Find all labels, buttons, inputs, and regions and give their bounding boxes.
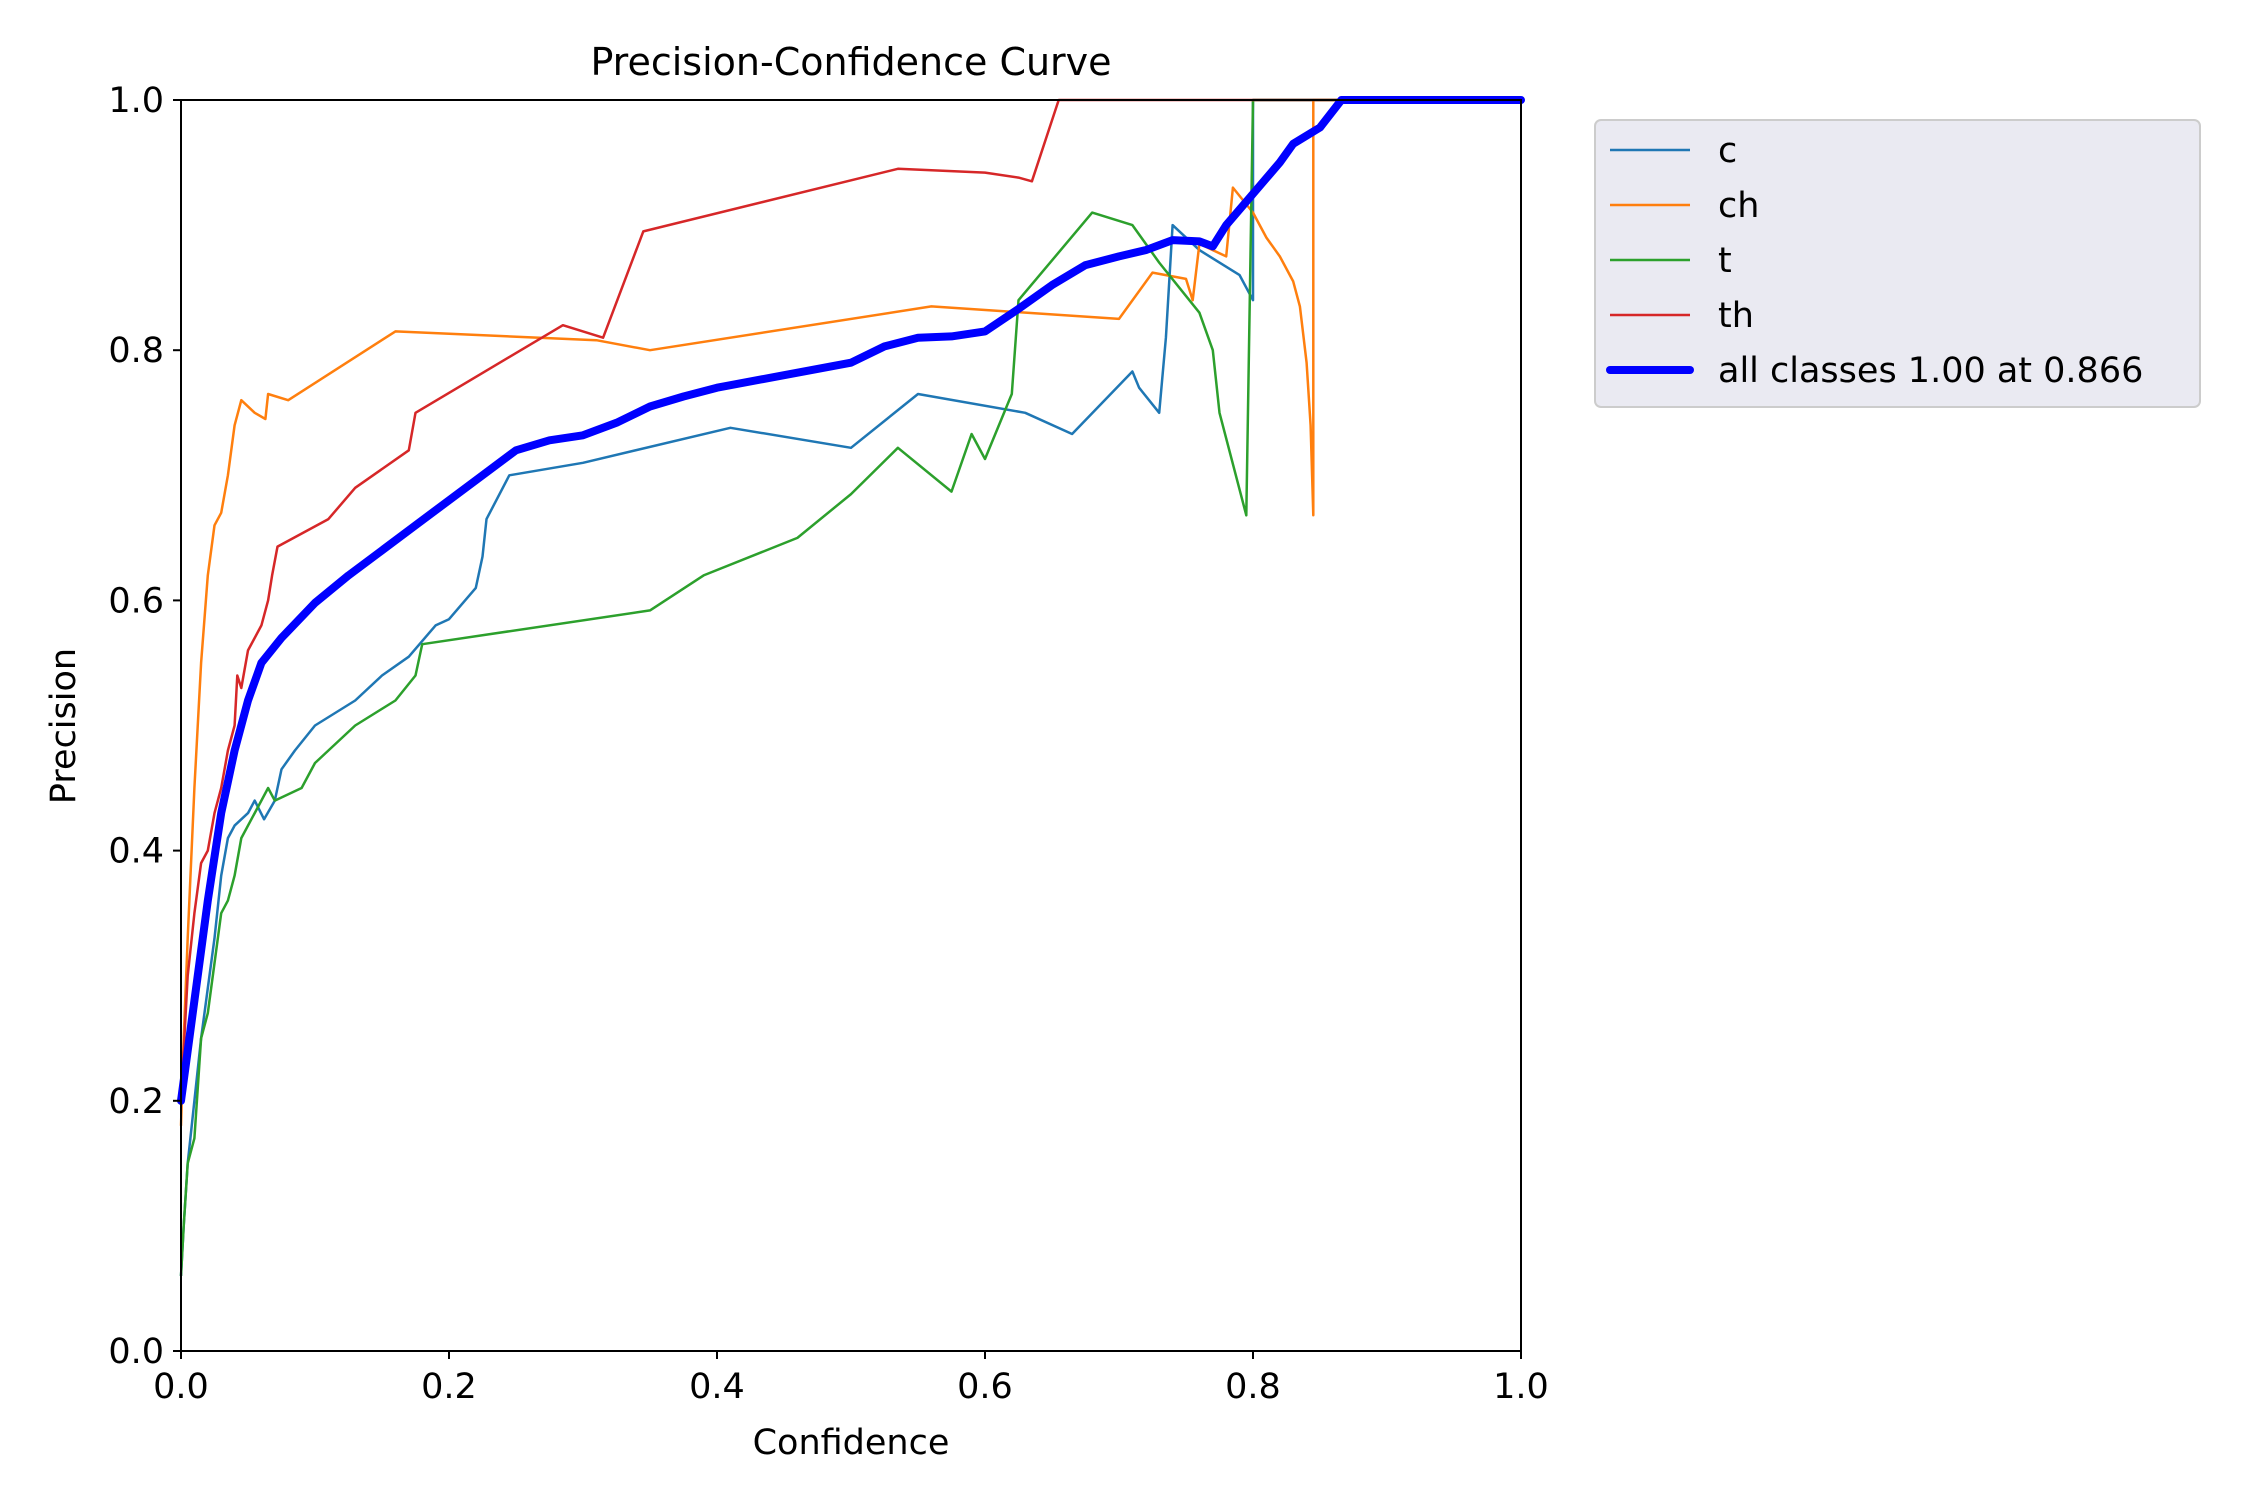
y-axis-label: Precision xyxy=(44,648,84,804)
x-tick-label: 0.6 xyxy=(957,1367,1013,1407)
x-axis-label: Confidence xyxy=(753,1423,950,1463)
y-tick-label: 1.0 xyxy=(108,81,164,121)
legend-label-ch: ch xyxy=(1718,186,1759,226)
x-axis-ticks: 0.0 0.2 0.4 0.6 0.8 1.0 xyxy=(153,1351,1549,1407)
x-tick-label: 0.4 xyxy=(689,1367,745,1407)
legend-label-t: t xyxy=(1718,241,1732,281)
series-line-ch xyxy=(179,98,1521,1126)
y-axis-ticks: 0.0 0.2 0.4 0.6 0.8 1.0 xyxy=(108,81,181,1372)
y-tick-label: 0.0 xyxy=(108,1332,164,1372)
x-tick-label: 0.0 xyxy=(153,1367,209,1407)
series-line-c xyxy=(179,98,1521,1276)
y-tick-label: 0.6 xyxy=(108,581,164,621)
legend-box xyxy=(1594,119,2201,408)
legend-label-c: c xyxy=(1718,131,1737,171)
x-tick-label: 0.2 xyxy=(421,1367,477,1407)
series-line-all-classes-1-00-at-0-866 xyxy=(177,96,1525,1105)
chart-title: Precision-Confidence Curve xyxy=(590,40,1111,84)
series-layer xyxy=(177,96,1525,1276)
legend: c ch t th all classes 1.00 at 0.866 xyxy=(1594,119,2201,408)
x-tick-label: 1.0 xyxy=(1493,1367,1549,1407)
x-tick-label: 0.8 xyxy=(1225,1367,1281,1407)
plot-frame xyxy=(180,99,1522,1352)
y-tick-label: 0.2 xyxy=(108,1082,164,1122)
y-tick-label: 0.4 xyxy=(108,832,164,872)
legend-label-all-classes-1-00-at-0-866: all classes 1.00 at 0.866 xyxy=(1718,351,2143,391)
legend-label-th: th xyxy=(1718,296,1754,336)
series-line-th xyxy=(179,98,1521,1101)
y-tick-label: 0.8 xyxy=(108,331,164,371)
series-line-t xyxy=(179,98,1521,1276)
